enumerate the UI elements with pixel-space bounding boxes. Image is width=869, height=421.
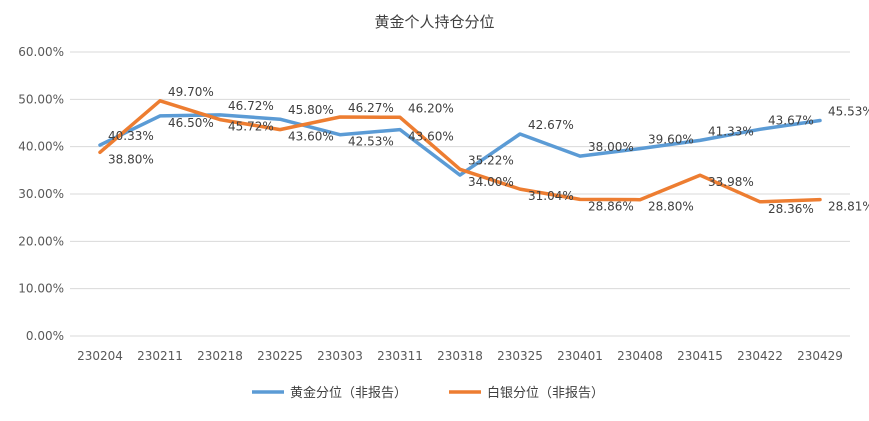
data-label: 31.04% xyxy=(528,189,574,203)
data-label: 28.80% xyxy=(648,200,694,214)
data-label: 43.60% xyxy=(408,130,454,144)
data-labels: 40.33% 38.80% 46.50% 49.70% 46.72% 45.72% 45.8… xyxy=(108,85,869,216)
x-tick-label: 230204 xyxy=(77,349,123,363)
y-tick-label: 20.00% xyxy=(18,234,64,248)
y-axis-ticks: 0.00% 10.00% 20.00% 30.00% 40.00% 50.00% 60.00… xyxy=(18,45,64,343)
data-label: 28.81% xyxy=(828,200,869,214)
legend-label: 白银分位（非报告） xyxy=(487,385,604,401)
data-label: 45.72% xyxy=(228,120,274,134)
data-label: 45.80% xyxy=(288,103,334,117)
data-label: 42.67% xyxy=(528,118,574,132)
x-tick-label: 230415 xyxy=(677,349,723,363)
data-label: 38.80% xyxy=(108,152,154,166)
data-label: 46.72% xyxy=(228,99,274,113)
x-tick-label: 230303 xyxy=(317,349,363,363)
data-label: 49.70% xyxy=(168,85,214,99)
data-label: 28.36% xyxy=(768,202,814,216)
data-label: 33.98% xyxy=(708,175,754,189)
data-label: 39.60% xyxy=(648,133,694,147)
data-label: 46.50% xyxy=(168,116,214,130)
y-tick-label: 40.00% xyxy=(18,140,64,154)
data-label: 46.27% xyxy=(348,101,394,115)
y-tick-label: 0.00% xyxy=(26,329,64,343)
data-label: 46.20% xyxy=(408,101,454,115)
data-label: 42.53% xyxy=(348,135,394,149)
chart-title: 黄金个人持仓分位 xyxy=(374,13,494,31)
legend-item: 白银分位（非报告） xyxy=(449,385,604,401)
y-tick-label: 50.00% xyxy=(18,92,64,106)
x-tick-label: 230401 xyxy=(557,349,603,363)
x-tick-label: 230422 xyxy=(737,349,783,363)
x-tick-label: 230225 xyxy=(257,349,303,363)
x-tick-label: 230218 xyxy=(197,349,243,363)
x-tick-label: 230311 xyxy=(377,349,423,363)
data-label: 35.22% xyxy=(468,153,514,167)
legend-label: 黄金分位（非报告） xyxy=(290,385,407,401)
x-tick-label: 230325 xyxy=(497,349,543,363)
y-tick-label: 30.00% xyxy=(18,187,64,201)
data-label: 40.33% xyxy=(108,129,154,143)
x-tick-label: 230211 xyxy=(137,349,183,363)
legend: 黄金分位（非报告） 白银分位（非报告） xyxy=(252,385,604,401)
data-label: 43.60% xyxy=(288,130,334,144)
data-label: 41.33% xyxy=(708,124,754,138)
y-tick-label: 60.00% xyxy=(18,45,64,59)
data-label: 45.53% xyxy=(828,104,869,118)
y-tick-label: 10.00% xyxy=(18,282,64,296)
data-label: 38.00% xyxy=(588,140,634,154)
x-tick-label: 230429 xyxy=(797,349,843,363)
x-axis-ticks: 230204 230211 230218 230225 230303 230311 2303… xyxy=(77,349,843,363)
data-label: 43.67% xyxy=(768,113,814,127)
data-label: 28.86% xyxy=(588,199,634,213)
data-label: 34.00% xyxy=(468,175,514,189)
x-tick-label: 230318 xyxy=(437,349,483,363)
x-tick-label: 230408 xyxy=(617,349,663,363)
legend-item: 黄金分位（非报告） xyxy=(252,385,407,401)
